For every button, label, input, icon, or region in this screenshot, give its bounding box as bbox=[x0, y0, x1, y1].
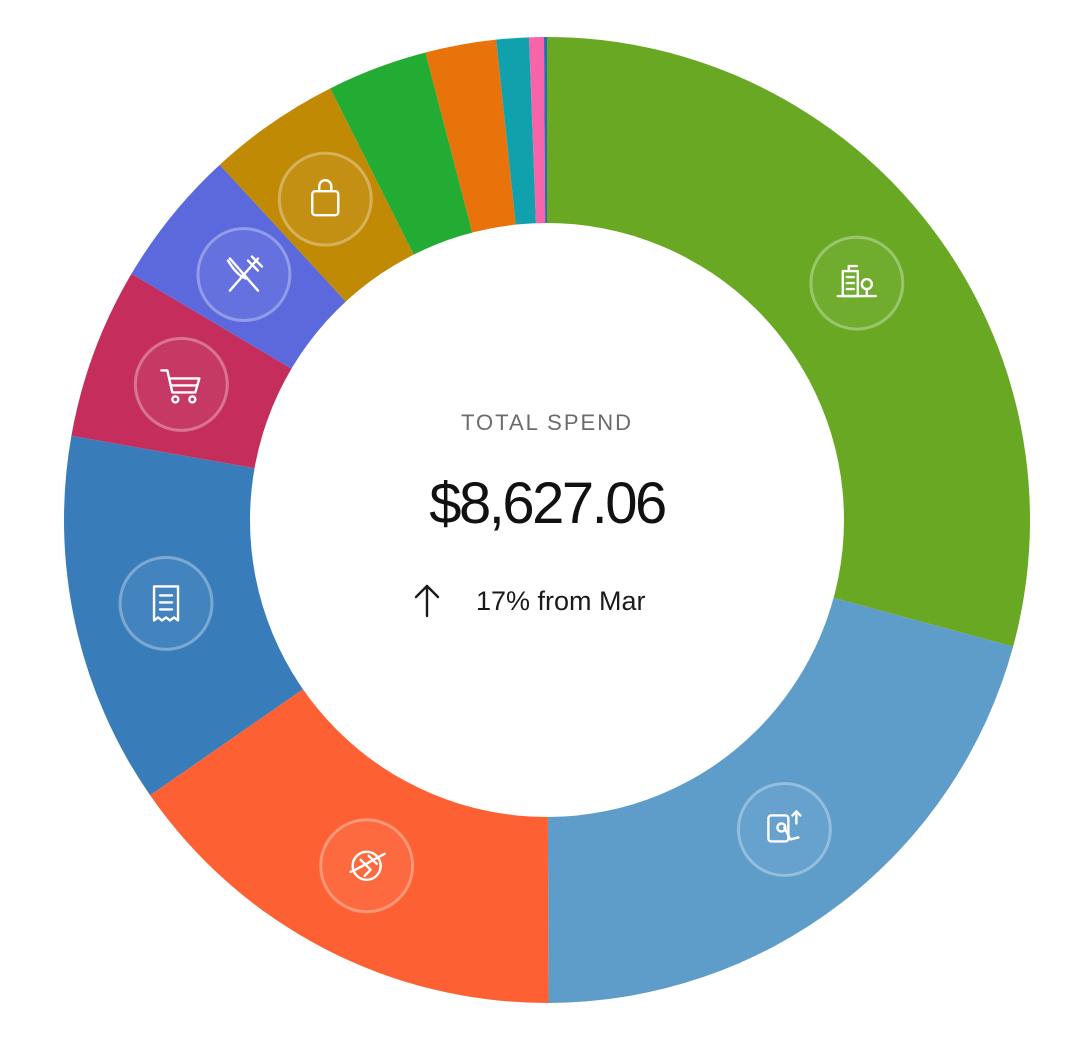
total-spend-label: TOTAL SPEND bbox=[461, 410, 633, 435]
donut-slice-11[interactable] bbox=[529, 37, 546, 226]
donut-slice-3[interactable] bbox=[150, 688, 549, 1003]
donut-slice-6[interactable] bbox=[131, 164, 348, 370]
donut-slice-1[interactable] bbox=[547, 37, 1030, 647]
receipt-icon bbox=[152, 585, 180, 622]
donut-slices bbox=[63, 37, 1030, 1003]
arrow-up-icon bbox=[414, 584, 440, 618]
donut-slice-7[interactable] bbox=[219, 88, 415, 304]
donut-slice-12[interactable] bbox=[544, 37, 547, 226]
travel-plane-icon bbox=[349, 850, 386, 882]
donut-hole bbox=[250, 223, 844, 817]
tap-transfer-icon bbox=[767, 810, 802, 843]
building-icon bbox=[836, 264, 878, 298]
donut-slice-9[interactable] bbox=[425, 39, 516, 235]
shopping-cart-icon bbox=[160, 369, 201, 404]
total-spend-amount: $8,627.06 bbox=[429, 471, 665, 536]
donut-slice-4[interactable] bbox=[63, 435, 305, 796]
fork-knife-badge bbox=[196, 227, 292, 323]
receipt-badge bbox=[118, 555, 214, 651]
shopping-bag-icon bbox=[311, 178, 340, 217]
badge-ring bbox=[277, 151, 373, 247]
donut-slice-8[interactable] bbox=[330, 52, 473, 257]
tap-transfer-badge bbox=[736, 781, 832, 877]
travel-plane-badge bbox=[319, 818, 415, 914]
category-icon-badges bbox=[118, 151, 905, 914]
change-text: 17% from Mar bbox=[476, 586, 646, 616]
shopping-bag-badge bbox=[277, 151, 373, 247]
shopping-cart-badge bbox=[133, 336, 229, 432]
donut-slice-10[interactable] bbox=[496, 37, 537, 227]
donut-slice-2[interactable] bbox=[547, 597, 1014, 1003]
fork-knife-icon bbox=[226, 255, 264, 292]
building-badge bbox=[809, 235, 905, 331]
donut-slice-5[interactable] bbox=[71, 273, 294, 469]
change-indicator: 17% from Mar bbox=[414, 584, 646, 618]
